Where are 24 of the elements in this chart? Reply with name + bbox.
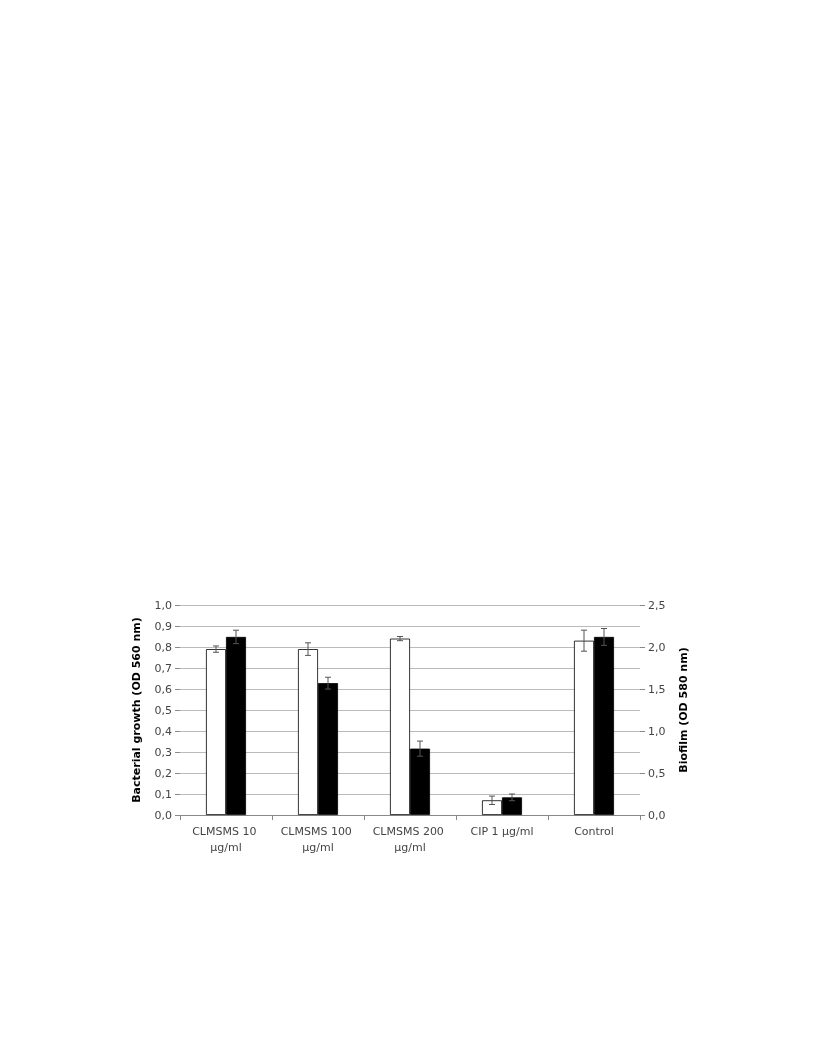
y-tick-label: 0,4 [154, 724, 172, 738]
y2-tick-label: 0,5 [648, 766, 666, 780]
y2-tick-label: 2,5 [648, 598, 666, 612]
y2-axis-title: Biofilm (OD 580 nm) [677, 647, 690, 773]
y-tick-label: 0,6 [154, 682, 172, 696]
y-tick-label: 0,1 [154, 787, 172, 801]
y-tick-label: 0,2 [154, 766, 172, 780]
y-tick-label: 0,0 [154, 808, 172, 822]
x-tick-label: Control [574, 824, 614, 838]
x-tick-label: CLMSMS 10 µg/ml [192, 824, 260, 854]
y-axis-title: Bacterial growth (OD 560 nm) [130, 617, 143, 803]
y2-tick-label: 1,0 [648, 724, 666, 738]
y-tick-label: 0,5 [154, 703, 172, 717]
y-tick-label: 1,0 [154, 598, 172, 612]
x-tick-label: CIP 1 µg/ml [470, 824, 534, 838]
y2-tick-label: 2,0 [648, 640, 666, 654]
y-tick-label: 0,9 [154, 619, 172, 633]
y-tick-label: 0,7 [154, 661, 172, 675]
y2-tick-label: 1,5 [648, 682, 666, 696]
x-tick-label: CLMSMS 200 µg/ml [372, 824, 448, 854]
y-tick-label: 0,3 [154, 745, 172, 759]
y2-tick-label: 0,0 [648, 808, 666, 822]
x-tick-label: CLMSMS 100 µg/ml [280, 824, 356, 854]
y-tick-label: 0,8 [154, 640, 172, 654]
